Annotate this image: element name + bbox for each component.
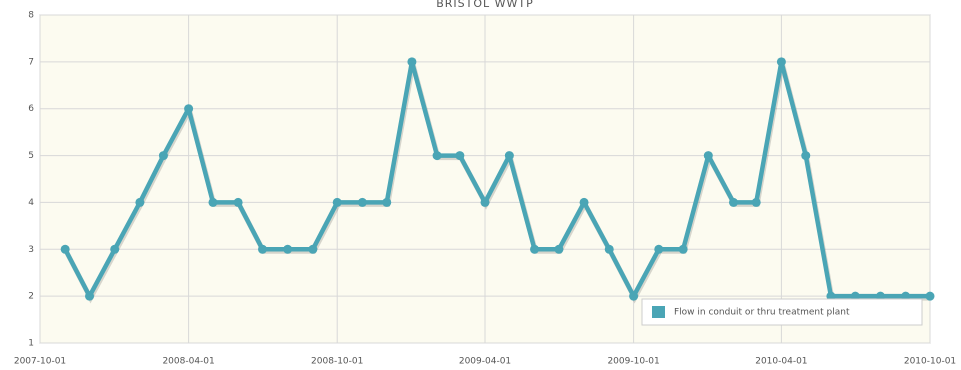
legend-label: Flow in conduit or thru treatment plant (674, 308, 850, 318)
point (283, 244, 293, 254)
point (875, 291, 885, 301)
x-tick-label: 2010-10-01 (904, 357, 956, 367)
point (208, 197, 218, 207)
y-tick-label: 2 (28, 292, 34, 302)
x-tick-label: 2008-10-01 (311, 357, 363, 367)
point (407, 57, 417, 67)
point (382, 197, 392, 207)
x-tick-label: 2009-04-01 (459, 357, 511, 367)
point (308, 244, 318, 254)
x-tick-label: 2009-10-01 (607, 357, 659, 367)
y-tick-label: 1 (28, 339, 34, 349)
y-tick-label: 4 (28, 198, 34, 208)
point (801, 151, 811, 161)
point (579, 197, 589, 207)
point (158, 151, 168, 161)
point (85, 291, 95, 301)
chart-title: BRISTOL WWTP (436, 0, 534, 10)
point (901, 291, 911, 301)
point (925, 291, 935, 301)
point (184, 104, 194, 114)
y-tick-label: 3 (28, 245, 34, 255)
legend-swatch (652, 306, 665, 318)
legend: Flow in conduit or thru treatment plant (641, 298, 923, 326)
point (530, 244, 540, 254)
point (604, 244, 614, 254)
point (258, 244, 267, 254)
point (504, 151, 514, 161)
point (776, 57, 786, 67)
x-tick-label: 2007-10-01 (14, 357, 66, 367)
point (332, 197, 342, 207)
y-tick-label: 5 (28, 151, 34, 161)
x-tick-label: 2008-04-01 (162, 357, 214, 367)
point (751, 197, 761, 207)
point (629, 291, 639, 301)
point (850, 291, 860, 301)
point (703, 151, 713, 161)
point (554, 244, 564, 254)
point (678, 244, 688, 254)
legend-box (641, 298, 923, 326)
point (455, 151, 465, 161)
point (357, 197, 367, 207)
line (63, 59, 930, 299)
point (60, 244, 70, 254)
point (654, 244, 664, 254)
y-tick-label: 8 (28, 11, 34, 21)
point (135, 197, 145, 207)
point (110, 244, 120, 254)
point (728, 197, 738, 207)
point (480, 197, 490, 207)
point (233, 197, 243, 207)
point (432, 151, 442, 161)
x-tick-label: 2010-04-01 (755, 357, 807, 367)
y-tick-label: 6 (28, 104, 34, 114)
y-tick-label: 7 (28, 57, 34, 67)
point (826, 291, 836, 301)
